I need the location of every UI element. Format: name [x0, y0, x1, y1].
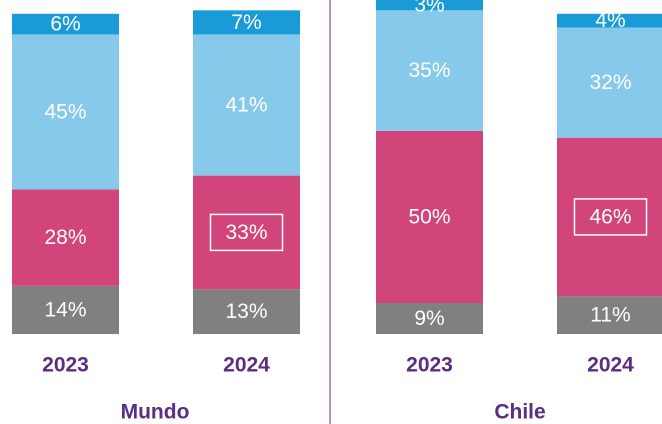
value-label: 4% [595, 9, 625, 32]
label-box [209, 213, 284, 252]
value-label: 50% [408, 205, 450, 228]
bar-segment [557, 27, 662, 138]
bar-segment [12, 285, 119, 334]
bar-segment [557, 296, 662, 334]
value-label: 13% [225, 300, 267, 323]
category-label: 2024 [587, 354, 634, 377]
bar-segment [376, 0, 483, 11]
bar-segment [557, 13, 662, 28]
bar-segment [193, 10, 300, 35]
value-label: 14% [44, 298, 86, 321]
label-box [573, 198, 648, 236]
value-label: 45% [44, 100, 86, 123]
bar-segment [376, 303, 483, 334]
value-label: 7% [231, 11, 261, 34]
value-label: 3% [414, 0, 444, 17]
value-label: 6% [50, 13, 80, 36]
value-label: 33% [225, 221, 267, 244]
bar-segment [12, 34, 119, 190]
category-label: 2023 [42, 354, 89, 377]
bar-segment [12, 189, 119, 286]
value-label: 28% [44, 226, 86, 249]
value-label: 11% [590, 304, 630, 327]
bar-segment [376, 10, 483, 131]
value-label: 46% [589, 205, 631, 228]
bar-segment [12, 13, 119, 35]
value-label: 41% [225, 94, 267, 117]
category-label: 2023 [406, 354, 453, 377]
value-label: 35% [408, 59, 450, 82]
value-label: 9% [414, 307, 444, 330]
value-label: 32% [589, 71, 631, 94]
bar-segment [193, 289, 300, 334]
bar-segment [376, 130, 483, 304]
group-label: Chile [494, 401, 545, 424]
category-label: 2024 [223, 354, 270, 377]
bar-segment [193, 34, 300, 176]
group-label: Mundo [121, 401, 190, 424]
